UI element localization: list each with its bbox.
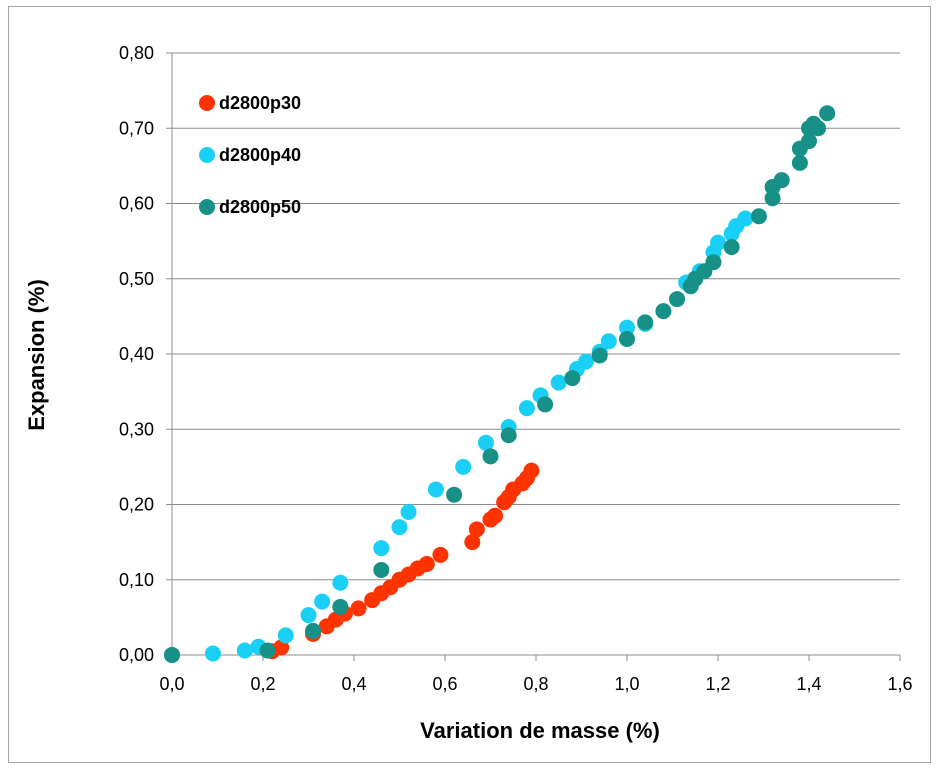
gridlines (172, 52, 900, 581)
y-axis-title: Expansion (%) (24, 279, 49, 431)
tick-labels: 0,00 0,10 0,20 0,30 0,40 0,50 0,60 0,70 0,80 0,0 0… (119, 43, 913, 694)
data-point (523, 462, 540, 479)
data-point (600, 333, 617, 350)
data-point (373, 561, 390, 578)
legend-marker (199, 147, 215, 163)
data-point (619, 330, 635, 347)
data-point (464, 534, 481, 551)
legend-label: d2800p40 (219, 145, 301, 165)
y-tick-label: 0,30 (119, 419, 154, 439)
data-point (418, 555, 435, 572)
legend-item: d2800p40 (199, 145, 301, 165)
data-point (637, 314, 654, 331)
data-point (819, 105, 836, 122)
y-tick-label: 0,10 (119, 570, 154, 590)
series-d2800p40 (164, 210, 754, 663)
data-point (314, 593, 331, 610)
data-point (468, 521, 485, 538)
data-point (332, 574, 349, 591)
data-point (427, 481, 444, 498)
legend-marker (199, 199, 215, 215)
x-tick-label: 0,2 (250, 674, 275, 694)
data-point (432, 546, 449, 563)
chart-frame (8, 6, 931, 763)
data-point (332, 598, 349, 615)
data-point (482, 448, 499, 465)
data-point (619, 319, 635, 336)
x-tick-label: 0,4 (341, 674, 366, 694)
data-point (564, 370, 581, 387)
data-point (350, 600, 367, 617)
y-tick-label: 0,70 (119, 118, 154, 138)
data-point (277, 627, 294, 644)
data-point (810, 120, 827, 137)
legend-item: d2800p30 (199, 93, 301, 113)
data-point (273, 639, 290, 656)
data-point (705, 254, 722, 271)
data-point (578, 353, 595, 370)
data-point (391, 519, 408, 536)
data-point (455, 458, 472, 475)
x-tick-label: 1,2 (705, 674, 730, 694)
data-point (550, 374, 567, 391)
legend-label: d2800p30 (219, 93, 301, 113)
x-tick-label: 0,6 (432, 674, 457, 694)
x-tick-label: 0,0 (159, 674, 184, 694)
x-tick-label: 0,8 (523, 674, 548, 694)
data-point (773, 172, 790, 189)
data-point (518, 400, 535, 417)
legend-label: d2800p50 (219, 197, 301, 217)
x-tick-label: 1,0 (614, 674, 639, 694)
data-point (236, 642, 253, 659)
data-point (373, 540, 390, 557)
legend-item: d2800p50 (199, 197, 301, 217)
data-point (791, 154, 808, 171)
axes (166, 52, 901, 661)
data-point (500, 427, 517, 444)
data-point (400, 504, 417, 521)
data-point (655, 303, 672, 320)
data-point (487, 507, 504, 524)
y-tick-label: 0,40 (119, 344, 154, 364)
data-point (723, 239, 740, 256)
data-point (164, 647, 180, 663)
data-point (764, 190, 781, 207)
x-tick-label: 1,6 (887, 674, 912, 694)
y-tick-label: 0,80 (119, 43, 154, 63)
data-point (737, 210, 754, 227)
data-point (300, 607, 317, 624)
series-d2800p50 (164, 105, 836, 663)
data-point (446, 486, 463, 503)
data-point (710, 234, 726, 251)
data-point (477, 434, 494, 451)
y-tick-label: 0,20 (119, 495, 154, 515)
data-points (164, 105, 836, 663)
series-d2800p30 (164, 462, 540, 663)
data-point (591, 347, 608, 364)
data-point (305, 622, 322, 639)
legend-marker (199, 95, 215, 111)
y-tick-label: 0,60 (119, 194, 154, 214)
data-point (204, 645, 221, 662)
y-tick-label: 0,50 (119, 269, 154, 289)
data-point (801, 133, 817, 150)
data-point (259, 642, 276, 659)
y-tick-label: 0,00 (119, 645, 154, 665)
x-axis-title: Variation de masse (%) (420, 718, 660, 743)
x-tick-label: 1,4 (796, 674, 821, 694)
data-point (537, 396, 554, 413)
data-point (669, 291, 686, 308)
legend: d2800p30 d2800p40 d2800p50 (199, 93, 301, 217)
data-point (750, 208, 767, 225)
